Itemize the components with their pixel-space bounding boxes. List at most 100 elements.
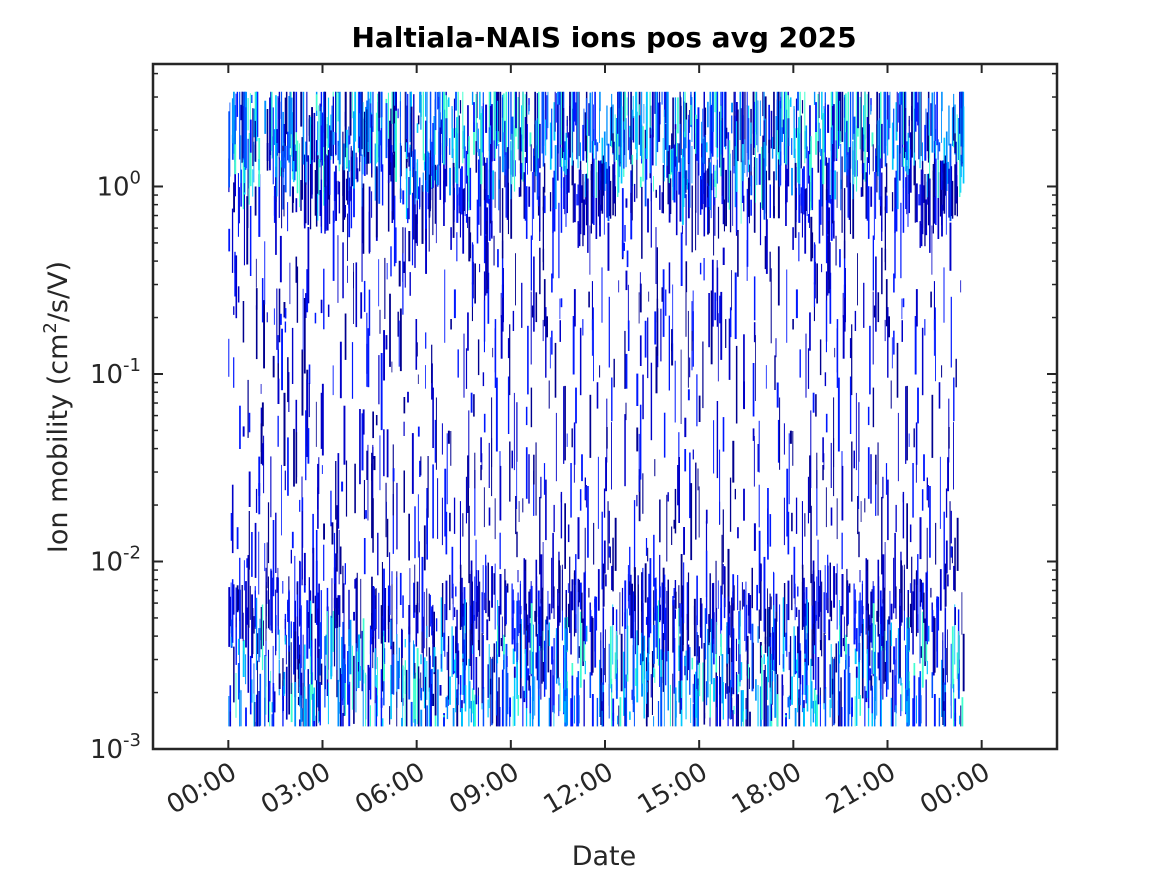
heatmap-cell [369,705,371,727]
heatmap-cell [595,172,598,239]
heatmap-cell [240,104,243,121]
heatmap-cell [546,95,548,140]
heatmap-cell [392,654,395,695]
heatmap-cell [494,319,497,388]
heatmap-cell [264,543,266,572]
heatmap-cell [348,135,350,145]
heatmap-cell [291,112,294,170]
heatmap-cell [374,699,376,727]
heatmap-cell [746,91,748,153]
heatmap-cell [537,590,540,651]
heatmap-cell [584,174,587,198]
heatmap-cell [648,291,650,302]
heatmap-cell [447,97,450,107]
heatmap-cell [909,132,912,193]
heatmap-cell [867,635,870,709]
heatmap-cell [529,685,531,714]
heatmap-cell [921,170,924,235]
heatmap-cell [527,625,529,666]
heatmap-cell [566,671,568,689]
heatmap-cell [668,262,671,294]
heatmap-cell [727,548,730,625]
heatmap-cell [335,461,337,520]
heatmap-cell [591,281,593,331]
heatmap-cell [627,320,630,351]
heatmap-cell [545,619,547,690]
heatmap-cell [919,602,921,664]
heatmap-cell [597,160,600,217]
heatmap-cell [337,92,339,122]
heatmap-cell [315,94,318,111]
heatmap-cell [483,157,486,201]
heatmap-cell [936,599,938,652]
y-tick-label: 10-2 [90,542,141,577]
heatmap-cell [487,562,489,617]
heatmap-cell [944,582,946,649]
heatmap-cell [747,593,750,616]
heatmap-cell [666,494,668,562]
heatmap-cell [429,91,432,151]
heatmap-cell [482,565,484,635]
heatmap-cell [339,668,341,727]
heatmap-cell [722,564,724,585]
heatmap-cell [591,161,593,198]
heatmap-cell [935,158,937,225]
heatmap-cell [276,129,278,156]
heatmap-cell [301,349,304,416]
heatmap-cell [871,685,873,714]
heatmap-cell [596,142,599,152]
heatmap-cell [270,91,272,156]
heatmap-cell [833,566,835,608]
heatmap-cell [546,616,548,625]
heatmap-cell [867,406,870,426]
heatmap-cell [843,188,846,259]
heatmap-cell [648,637,650,655]
heatmap-cell [794,635,797,675]
heatmap-cell [324,636,326,708]
heatmap-cell [511,450,513,469]
heatmap-cell [258,174,261,237]
heatmap-cell [480,113,483,185]
heatmap-cell [877,586,880,637]
heatmap-cell [332,611,335,652]
heatmap-cell [573,695,575,724]
heatmap-cell [583,637,586,662]
heatmap-cell [699,262,702,275]
heatmap-cell [735,102,738,125]
heatmap-cell [803,577,805,627]
heatmap-cell [626,250,629,268]
heatmap-cell [533,454,535,485]
heatmap-cell [650,126,652,135]
heatmap-cell [390,664,392,696]
heatmap-cell [498,143,500,211]
heatmap-cell [703,258,705,281]
heatmap-cell [359,409,361,485]
heatmap-cell [301,708,304,721]
heatmap-cell [794,708,797,727]
heatmap-cell [793,546,796,599]
heatmap-cell [779,604,781,666]
heatmap-cell [773,171,775,217]
heatmap-cell [273,129,276,145]
heatmap-cell [237,589,239,611]
heatmap-cell [689,139,691,208]
heatmap-cell [287,357,289,403]
heatmap-cell [819,159,822,225]
heatmap-cell [655,588,657,648]
heatmap-cell [755,335,756,401]
heatmap-cell [911,556,913,633]
heatmap-cell [632,95,634,119]
heatmap-cell [272,355,275,378]
heatmap-cell [822,465,824,481]
heatmap-cell [257,91,259,137]
heatmap-cell [583,572,586,642]
heatmap-cell [728,601,731,614]
heatmap-cell [798,116,801,184]
heatmap-cell [338,91,341,165]
heatmap-cell [299,499,301,512]
heatmap-cell [831,155,833,220]
heatmap-cell [247,138,249,189]
heatmap-cell [731,270,732,311]
heatmap-cell [911,91,913,158]
heatmap-cell [293,428,295,487]
